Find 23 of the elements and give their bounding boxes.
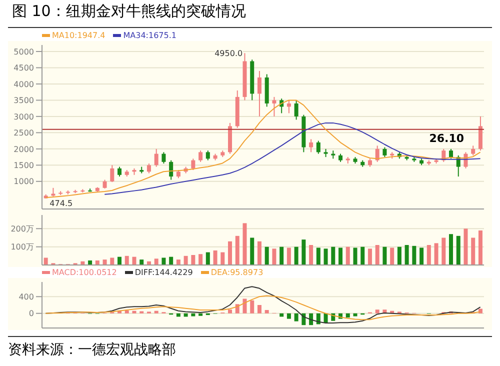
annotation: 4950.0 — [214, 49, 243, 58]
y-tick-label: 4500 — [14, 64, 34, 73]
text: 资料来源：一德宏观战略部 — [8, 336, 492, 359]
y-tick-label: 2500 — [14, 128, 34, 138]
y-tick-label: 200万 — [10, 224, 34, 234]
legend-label: MA10:1947.4 — [51, 30, 106, 41]
legend-label: MA34:1675.1 — [122, 30, 176, 41]
annotation: 26.10 — [429, 132, 464, 146]
y-tick-label: 3500 — [14, 96, 34, 106]
y-tick-label: 1500 — [14, 161, 34, 170]
y-tick-label: 400 — [18, 292, 34, 302]
y-tick-label: 1000 — [14, 177, 34, 186]
y-tick-label: 2000 — [14, 144, 34, 154]
chart-title: 图 10：纽期金对牛熊线的突破情况 — [8, 0, 492, 28]
y-tick-label: 4000 — [14, 80, 34, 89]
y-tick-label: 5000 — [14, 47, 34, 56]
y-tick-label: 100万 — [10, 242, 34, 252]
legend-label: DEA:95.8973 — [210, 267, 264, 278]
y-tick-label: 0 — [28, 309, 34, 318]
legend-label: MACD:100.0512 — [51, 267, 117, 278]
legend-label: DIFF:144.4229 — [134, 267, 193, 278]
y-tick-label: 3000 — [14, 112, 34, 122]
annotation: 474.5 — [50, 199, 73, 208]
